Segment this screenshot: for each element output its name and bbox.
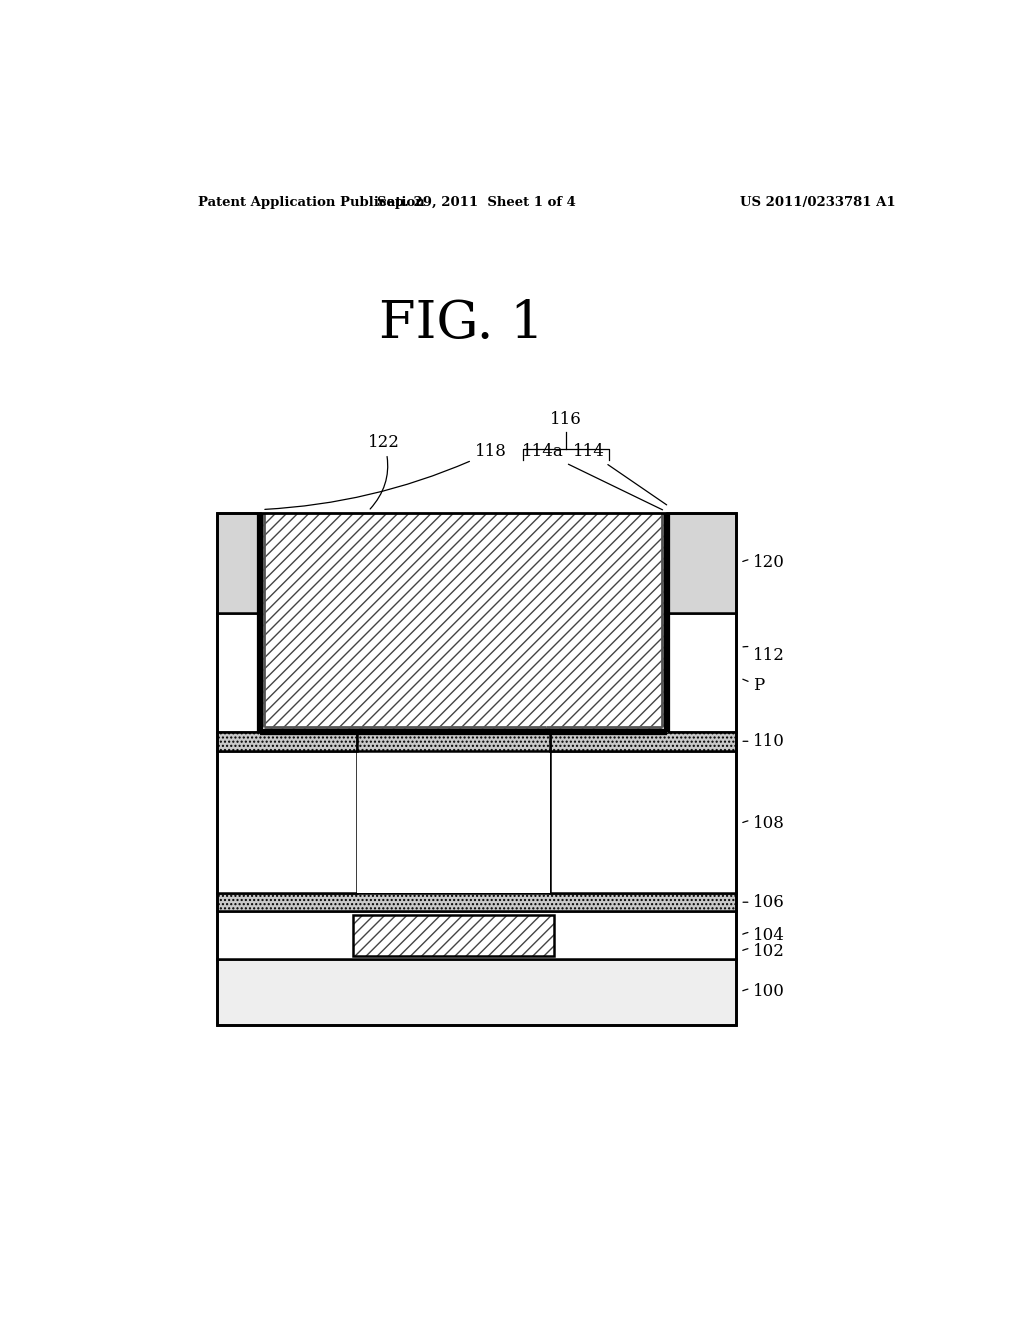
Text: 118: 118 [265, 444, 507, 510]
Bar [356, 733, 550, 751]
Bar [217, 892, 736, 911]
Bar [217, 960, 736, 1024]
Bar [352, 915, 554, 956]
Text: US 2011/0233781 A1: US 2011/0233781 A1 [740, 195, 896, 209]
Text: Sep. 29, 2011  Sheet 1 of 4: Sep. 29, 2011 Sheet 1 of 4 [377, 195, 577, 209]
Text: 108: 108 [742, 816, 785, 832]
Text: 120: 120 [742, 554, 785, 572]
Bar [667, 512, 736, 612]
Text: FIG. 1: FIG. 1 [379, 298, 544, 350]
Text: 102: 102 [742, 942, 785, 960]
Bar [217, 911, 736, 960]
Bar [550, 733, 736, 751]
Bar [217, 612, 260, 733]
Text: 122: 122 [368, 434, 399, 510]
Bar [550, 751, 736, 892]
Text: P: P [742, 677, 765, 694]
Text: 112: 112 [743, 647, 785, 664]
Bar [217, 733, 356, 751]
Text: 104: 104 [742, 927, 785, 944]
Bar [217, 512, 736, 1024]
Text: 114a: 114a [522, 444, 663, 510]
Bar [217, 751, 356, 892]
Bar [356, 751, 550, 892]
Bar [260, 512, 667, 733]
Text: 106: 106 [743, 894, 785, 911]
Text: Patent Application Publication: Patent Application Publication [198, 195, 425, 209]
Text: 100: 100 [742, 983, 785, 1001]
Bar [667, 612, 736, 733]
Text: 116: 116 [550, 411, 582, 428]
Text: 110: 110 [743, 733, 785, 750]
Bar [217, 512, 260, 612]
Bar [352, 915, 554, 956]
Text: 114: 114 [573, 444, 667, 504]
